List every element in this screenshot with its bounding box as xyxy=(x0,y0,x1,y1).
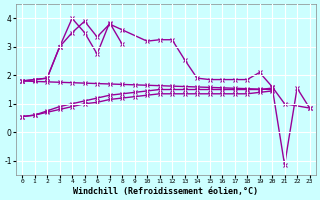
X-axis label: Windchill (Refroidissement éolien,°C): Windchill (Refroidissement éolien,°C) xyxy=(73,187,258,196)
